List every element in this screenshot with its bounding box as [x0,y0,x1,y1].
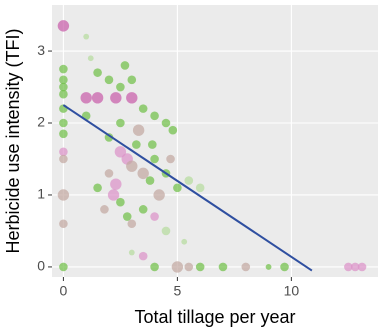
point [104,169,114,178]
point [153,189,165,201]
point [138,104,148,113]
point [59,154,68,164]
point [184,262,194,272]
point [126,92,138,104]
point [87,55,94,62]
point [168,125,178,135]
point [126,160,138,172]
point [350,262,360,272]
point [181,238,188,245]
y-tick-label: 1 [37,186,45,202]
point [59,219,68,229]
point [83,33,90,40]
point [104,133,114,142]
point [161,226,171,236]
point [138,251,148,261]
point [110,178,122,190]
point [150,262,159,272]
point [59,89,68,99]
point [128,249,135,256]
point [280,262,289,272]
point [57,189,70,201]
point [241,262,251,272]
point [116,197,125,207]
point [166,154,175,164]
point [59,82,68,92]
point [59,129,68,139]
point [171,261,184,273]
point [150,212,159,221]
point [195,183,205,193]
point [104,75,114,85]
point [57,20,70,32]
point [218,262,228,272]
point [145,176,155,185]
point [91,92,104,104]
point [132,140,141,149]
point [59,147,68,157]
point [107,189,120,201]
point [161,118,171,128]
point [122,212,132,221]
point [59,64,68,74]
point [127,75,137,85]
point [184,176,194,185]
point [114,146,127,158]
point [132,124,145,136]
x-tick-label: 5 [173,283,181,299]
y-tick-label: 0 [37,258,45,274]
x-tick-label: 10 [284,283,300,299]
point [100,205,109,214]
point [110,92,122,104]
point [195,262,205,272]
point [150,111,159,121]
point [344,262,353,272]
y-tick-label: 3 [37,42,45,58]
point [59,262,68,272]
point [59,118,68,128]
y-axis-title: Herbicide use intensity (TFI) [3,28,23,253]
y-tick-label: 2 [37,114,45,130]
point [116,82,125,92]
point [150,154,159,164]
plot-panel [52,5,378,277]
point [93,68,102,77]
point [265,264,272,270]
point [116,118,125,128]
x-tick-label: 0 [60,283,68,299]
point [148,140,157,149]
point [127,219,137,229]
point [137,167,149,180]
point [93,183,102,193]
point [120,61,130,70]
point [173,183,182,193]
fit-line [62,104,313,272]
point [138,205,148,214]
point [80,92,92,104]
point [357,262,367,272]
x-axis-title: Total tillage per year [134,307,295,327]
point [59,75,68,85]
